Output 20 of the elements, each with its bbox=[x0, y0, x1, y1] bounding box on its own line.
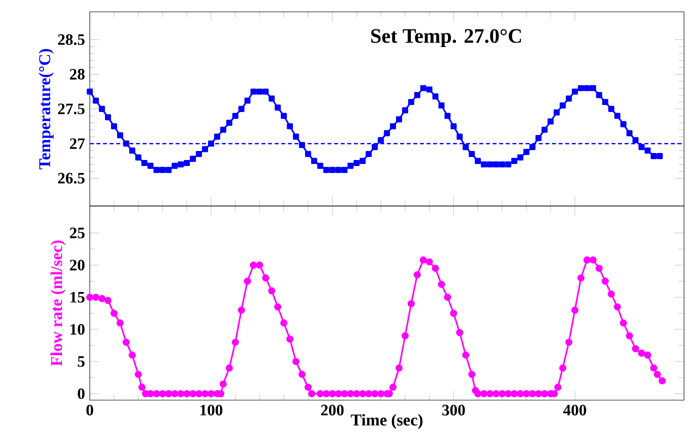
y-tick-label: 15 bbox=[70, 292, 85, 303]
y-tick-label: 27.5 bbox=[58, 104, 85, 114]
y-tick-label: 27 bbox=[70, 138, 85, 149]
y-tick-label: 26.5 bbox=[58, 173, 85, 184]
x-tick-label: 400 bbox=[563, 404, 586, 416]
y-axis-title: Flow rate (ml/sec) bbox=[50, 240, 66, 366]
x-tick-label: 0 bbox=[86, 404, 94, 416]
y-tick-label: 28 bbox=[70, 69, 85, 80]
x-tick-label: 100 bbox=[200, 404, 222, 416]
y-tick-label: 20 bbox=[70, 260, 85, 271]
y-tick-label: 0 bbox=[78, 388, 85, 400]
x-tick-label: 200 bbox=[321, 404, 344, 416]
y-tick-label: 5 bbox=[78, 356, 85, 367]
x-tick-label: 300 bbox=[442, 404, 465, 416]
y-tick-label: 10 bbox=[70, 324, 85, 335]
y-tick-label: 28.5 bbox=[58, 34, 85, 46]
y-tick-label: 25 bbox=[70, 228, 85, 238]
y-axis-title: Temperature(°C) bbox=[38, 49, 54, 170]
x-axis-title: Time (sec) bbox=[350, 414, 422, 430]
annotation: Set Temp. 27.0°C bbox=[371, 29, 521, 48]
